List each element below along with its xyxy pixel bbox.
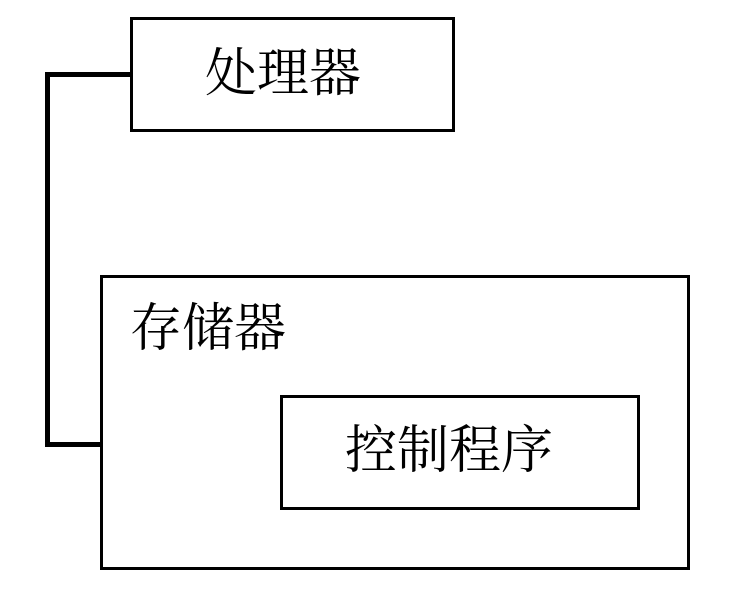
control-program-label: 控制程序: [345, 420, 553, 472]
processor-label: 处理器: [205, 43, 361, 95]
connector-top: [45, 72, 133, 77]
connector-vertical: [45, 72, 50, 447]
connector-bottom: [45, 442, 103, 447]
memory-label: 存储器: [130, 298, 286, 350]
